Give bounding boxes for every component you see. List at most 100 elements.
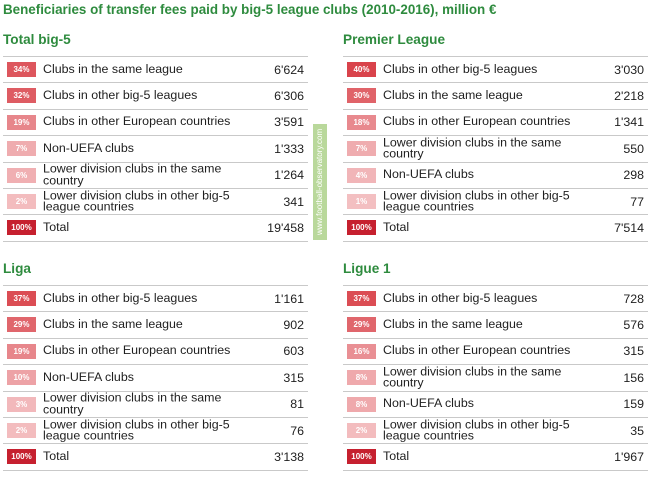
- row-label: Clubs in other European countries: [43, 343, 231, 358]
- row-value: 81: [290, 397, 304, 412]
- share-badge: 10%: [7, 370, 36, 386]
- share-badge: 100%: [347, 220, 376, 236]
- chart-title: Beneficiaries of transfer fees paid by b…: [3, 2, 497, 17]
- table-row: 18% Clubs in other European countries 1'34…: [343, 110, 648, 137]
- share-badge: 2%: [347, 422, 376, 438]
- share-badge: 40%: [347, 62, 376, 77]
- row-label: Total: [43, 220, 70, 235]
- panel-title: Premier League: [343, 32, 445, 47]
- row-label: Non-UEFA clubs: [43, 370, 134, 385]
- row-label: Lower division clubs in other big-5 leag…: [383, 188, 570, 214]
- table-row: 16% Clubs in other European countries 315: [343, 339, 648, 366]
- table-rows: 37% Clubs in other big-5 leagues 728 29% Clu…: [343, 285, 648, 471]
- table-total-row: 100% Total 19'458: [3, 215, 308, 242]
- share-badge: 37%: [347, 291, 376, 306]
- row-label: Clubs in other European countries: [383, 343, 571, 358]
- share-badge: 8%: [347, 396, 376, 412]
- row-value: 19'458: [267, 221, 304, 236]
- row-value: 315: [623, 344, 644, 359]
- table-total-row: 100% Total 1'967: [343, 444, 648, 471]
- table-row: 3% Lower division clubs in the same count…: [3, 390, 308, 418]
- row-label: Clubs in the same league: [43, 317, 183, 332]
- share-badge: 29%: [347, 317, 376, 333]
- row-value: 77: [630, 194, 644, 209]
- row-value: 6'306: [274, 89, 304, 104]
- row-label: Clubs in other European countries: [43, 114, 231, 129]
- table-row: 2% Lower division clubs in other big-5 le…: [3, 417, 308, 445]
- row-value: 6'624: [274, 62, 304, 77]
- row-value: 35: [630, 423, 644, 438]
- row-value: 159: [623, 397, 644, 412]
- share-badge: 4%: [347, 167, 376, 183]
- row-value: 902: [283, 318, 304, 333]
- row-label: Non-UEFA clubs: [383, 167, 474, 182]
- row-label: Clubs in other big-5 leagues: [383, 61, 538, 76]
- row-label: Total: [383, 449, 410, 464]
- table-row: 8% Non-UEFA clubs 159: [343, 392, 648, 418]
- row-label: Clubs in other big-5 leagues: [43, 290, 198, 305]
- row-value: 550: [623, 141, 644, 156]
- row-value: 3'138: [274, 450, 304, 465]
- row-label: Lower division clubs in other big-5 leag…: [43, 417, 230, 443]
- row-value: 1'333: [274, 141, 304, 156]
- row-label: Lower division clubs in the same country: [383, 135, 562, 161]
- row-value: 1'967: [614, 450, 644, 465]
- panel-title: Total big-5: [3, 32, 71, 47]
- row-value: 7'514: [614, 221, 644, 236]
- table-row: 37% Clubs in other big-5 leagues 728: [343, 286, 648, 313]
- table-row: 30% Clubs in the same league 2'218: [343, 83, 648, 110]
- row-value: 3'030: [614, 62, 644, 77]
- share-badge: 8%: [347, 370, 376, 386]
- table-row: 4% Non-UEFA clubs 298: [343, 163, 648, 189]
- table-total-row: 100% Total 7'514: [343, 215, 648, 242]
- table-row: 6% Lower division clubs in the same count…: [3, 161, 308, 189]
- table-row: 8% Lower division clubs in the same count…: [343, 364, 648, 392]
- table-row: 2% Lower division clubs in other big-5 le…: [3, 189, 308, 216]
- table-row: 29% Clubs in the same league 576: [343, 312, 648, 339]
- table-row: 1% Lower division clubs in other big-5 le…: [343, 188, 648, 216]
- share-badge: 6%: [7, 167, 36, 183]
- row-label: Non-UEFA clubs: [383, 396, 474, 411]
- row-value: 728: [623, 291, 644, 306]
- row-label: Clubs in other European countries: [383, 114, 571, 129]
- row-label: Total: [43, 449, 70, 464]
- table-row: 7% Non-UEFA clubs 1'333: [3, 136, 308, 163]
- table-row: 29% Clubs in the same league 902: [3, 312, 308, 339]
- share-badge: 7%: [7, 141, 36, 157]
- share-badge: 1%: [347, 193, 376, 209]
- share-badge: 34%: [7, 62, 36, 77]
- share-badge: 100%: [7, 449, 36, 465]
- share-badge: 32%: [7, 88, 36, 104]
- row-label: Lower division clubs in the same country: [383, 364, 562, 390]
- row-label: Lower division clubs in the same country: [43, 390, 222, 417]
- share-badge: 37%: [7, 291, 36, 306]
- table-row: 37% Clubs in other big-5 leagues 1'161: [3, 286, 308, 313]
- table-row: 32% Clubs in other big-5 leagues 6'306: [3, 83, 308, 110]
- row-value: 341: [283, 194, 304, 209]
- share-badge: 18%: [347, 114, 376, 130]
- row-value: 603: [283, 344, 304, 359]
- row-label: Lower division clubs in other big-5 leag…: [383, 417, 570, 443]
- row-value: 76: [290, 423, 304, 438]
- share-badge: 16%: [347, 343, 376, 359]
- row-label: Clubs in the same league: [383, 88, 523, 103]
- panel-title: Ligue 1: [343, 261, 391, 276]
- share-badge: 19%: [7, 114, 36, 130]
- row-value: 1'161: [274, 291, 304, 306]
- row-label: Clubs in the same league: [383, 317, 523, 332]
- share-badge: 2%: [7, 422, 36, 438]
- row-value: 3'591: [274, 115, 304, 130]
- row-label: Non-UEFA clubs: [43, 141, 134, 156]
- table-row: 7% Lower division clubs in the same count…: [343, 135, 648, 163]
- share-badge: 7%: [347, 141, 376, 157]
- watermark: www.football-observatory.com: [313, 124, 327, 240]
- share-badge: 29%: [7, 317, 36, 333]
- row-value: 1'341: [614, 115, 644, 130]
- share-badge: 3%: [7, 396, 36, 412]
- share-badge: 100%: [347, 449, 376, 465]
- panel-title: Liga: [3, 261, 31, 276]
- table-rows: 34% Clubs in the same league 6'624 32% Clubs…: [3, 56, 308, 242]
- row-label: Clubs in the same league: [43, 61, 183, 76]
- row-label: Lower division clubs in the same country: [43, 161, 222, 188]
- share-badge: 100%: [7, 220, 36, 236]
